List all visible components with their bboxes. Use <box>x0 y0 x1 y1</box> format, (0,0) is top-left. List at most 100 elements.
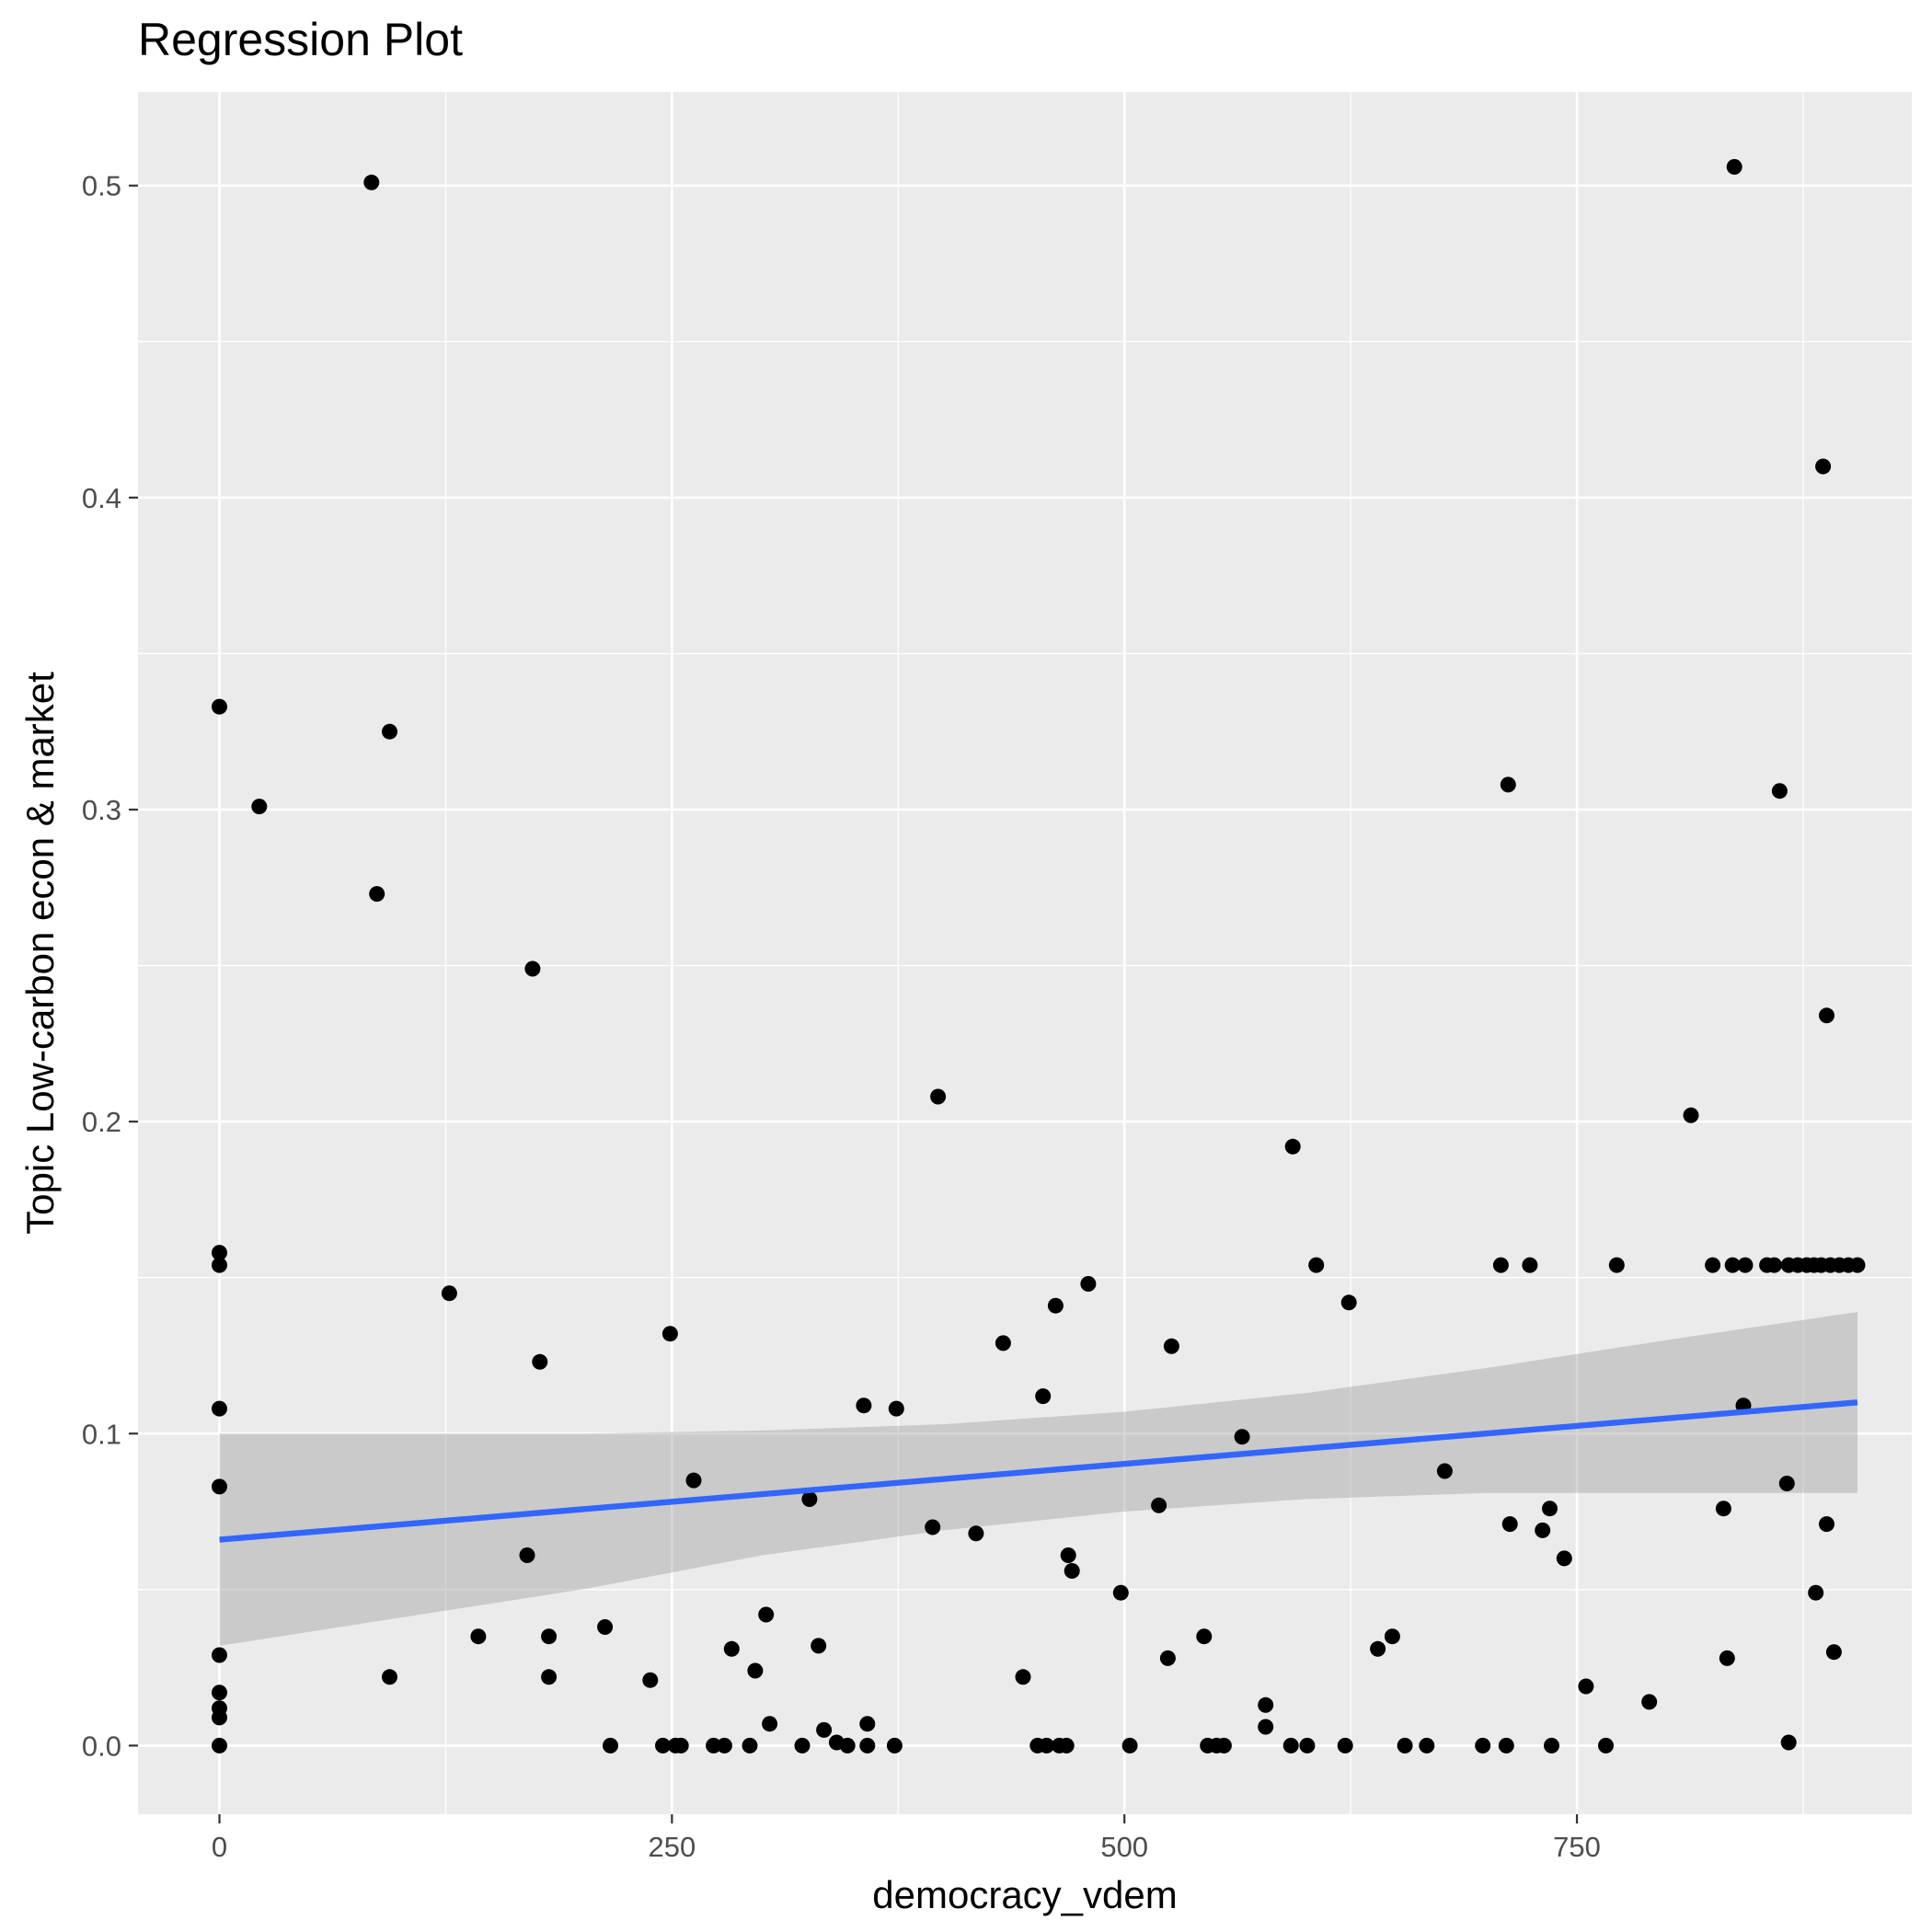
data-point <box>1544 1737 1559 1754</box>
data-point <box>1258 1696 1274 1713</box>
data-point <box>1370 1640 1386 1657</box>
data-point <box>1163 1338 1179 1354</box>
data-point <box>1080 1276 1097 1292</box>
data-point <box>1258 1719 1274 1735</box>
data-point <box>811 1638 827 1654</box>
data-point <box>541 1628 558 1645</box>
data-point <box>1064 1563 1080 1579</box>
data-point <box>1039 1737 1055 1754</box>
data-point <box>1436 1463 1453 1479</box>
plot-panel <box>138 92 1912 1814</box>
data-point <box>1780 1734 1797 1751</box>
data-point <box>541 1669 558 1685</box>
data-point <box>363 174 380 190</box>
data-point <box>1498 1737 1514 1754</box>
data-point <box>1737 1257 1754 1273</box>
data-point <box>1724 1257 1741 1273</box>
data-point <box>1058 1737 1075 1754</box>
data-point <box>1641 1694 1658 1710</box>
data-point <box>859 1737 876 1754</box>
data-point <box>1299 1737 1316 1754</box>
data-point <box>1035 1388 1052 1405</box>
data-point <box>1112 1584 1129 1601</box>
data-point <box>1340 1294 1357 1311</box>
x-tick-label: 0 <box>212 1831 227 1863</box>
data-point <box>642 1672 659 1688</box>
confidence-band-layer <box>219 1312 1857 1646</box>
data-point <box>1819 1007 1834 1024</box>
data-point <box>1284 1138 1301 1155</box>
y-tick-label: 0.1 <box>82 1418 121 1450</box>
data-point <box>1608 1257 1625 1273</box>
major-grid <box>138 92 1912 1814</box>
data-point <box>597 1619 614 1635</box>
data-point <box>1215 1737 1232 1754</box>
y-tick-label: 0.4 <box>82 482 121 514</box>
data-point <box>519 1547 535 1563</box>
data-point <box>742 1737 758 1754</box>
data-point <box>1337 1737 1353 1754</box>
data-point <box>1815 458 1832 475</box>
data-point <box>1726 158 1742 175</box>
data-point <box>532 1353 548 1370</box>
data-point <box>888 1400 904 1417</box>
data-point <box>212 698 227 715</box>
data-point <box>1808 1584 1824 1601</box>
data-point <box>1121 1737 1138 1754</box>
data-point <box>524 960 541 977</box>
data-point <box>212 1400 227 1417</box>
data-point <box>212 1709 227 1726</box>
data-point <box>382 1669 397 1685</box>
data-point <box>839 1737 856 1754</box>
data-point <box>1556 1550 1572 1567</box>
data-point <box>661 1326 678 1342</box>
data-point <box>801 1491 818 1507</box>
data-point <box>1849 1257 1866 1273</box>
data-point <box>794 1737 811 1754</box>
data-point <box>1047 1297 1064 1314</box>
data-point <box>1771 783 1788 799</box>
data-point <box>1500 776 1516 793</box>
data-point <box>470 1628 487 1645</box>
data-point <box>1196 1628 1213 1645</box>
y-tick-label: 0.5 <box>82 170 121 202</box>
data-point <box>925 1519 941 1535</box>
data-point <box>1282 1737 1299 1754</box>
data-point <box>723 1640 740 1657</box>
data-point <box>995 1335 1011 1351</box>
x-tick-label: 250 <box>649 1831 696 1863</box>
data-point <box>716 1737 732 1754</box>
data-point <box>212 1737 227 1754</box>
data-point <box>212 1647 227 1663</box>
data-point <box>369 886 385 903</box>
data-point <box>1060 1547 1076 1563</box>
data-point <box>1151 1497 1167 1513</box>
x-tick-label: 500 <box>1100 1831 1148 1863</box>
data-point <box>1825 1644 1842 1661</box>
x-tick-label: 750 <box>1553 1831 1601 1863</box>
data-point <box>886 1737 903 1754</box>
data-point <box>1475 1737 1491 1754</box>
data-point <box>673 1737 689 1754</box>
x-axis-label: democracy_vdem <box>872 1873 1177 1916</box>
data-point <box>1778 1476 1795 1491</box>
data-point <box>212 1685 227 1701</box>
chart-title: Regression Plot <box>138 14 463 65</box>
y-tick-label: 0.0 <box>82 1730 121 1762</box>
data-point <box>1015 1669 1031 1685</box>
data-point <box>1419 1737 1435 1754</box>
data-points <box>212 158 1866 1754</box>
data-point <box>1522 1257 1538 1273</box>
data-point <box>1766 1257 1782 1273</box>
data-point <box>1535 1522 1551 1538</box>
data-point <box>930 1088 947 1105</box>
data-point <box>441 1285 457 1302</box>
y-tick-label: 0.3 <box>82 794 121 826</box>
data-point <box>251 799 268 815</box>
regression-line <box>219 1399 1858 1543</box>
y-axis-label: Topic Low-carbon econ & market <box>18 672 62 1235</box>
y-axis: 0.0 0.1 0.2 0.3 0.4 0.5 <box>82 170 138 1762</box>
data-point <box>1492 1257 1509 1273</box>
confidence-band <box>219 1312 1857 1646</box>
